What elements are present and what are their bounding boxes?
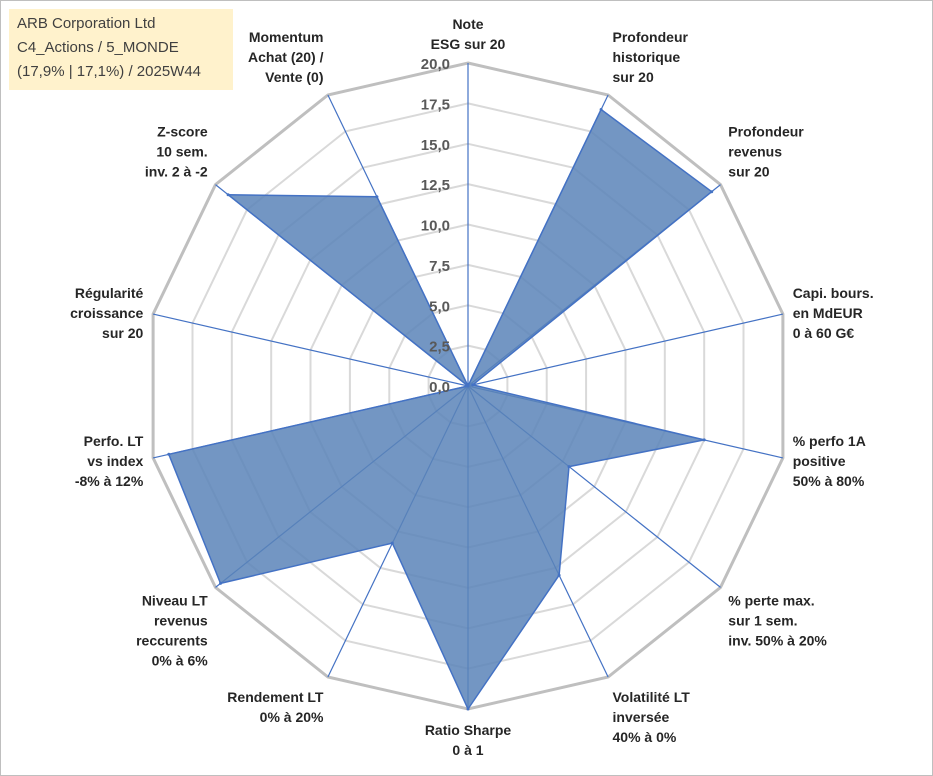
category-labels: Note ESG sur 20 Profondeur historique sur 20… <box>70 16 873 758</box>
series-point <box>557 573 561 577</box>
category-label: Niveau LT revenus reccurents 0% à 6% <box>136 593 208 669</box>
company-name: ARB Corporation Ltd <box>17 15 156 32</box>
category-label: Volatilité LT inversée 40% à 0% <box>613 689 691 745</box>
category-label: Momentum Achat (20) / Vente (0) <box>248 29 324 85</box>
category-label: Rendement LT 0% à 20% <box>227 689 324 725</box>
series-point <box>375 195 379 199</box>
category-label: Z-score 10 sem. inv. 2 à -2 <box>145 123 208 179</box>
series-area <box>168 108 713 710</box>
category-label: Ratio Sharpe 0 à 1 <box>425 722 512 758</box>
series-point <box>390 541 394 545</box>
tick-label: 5,0 <box>429 298 450 315</box>
performance-week: (17,9% | 17,1%) / 2025W44 <box>17 63 201 80</box>
series-point <box>567 465 571 469</box>
category-label: Régularité croissance sur 20 <box>70 285 143 341</box>
series-point <box>167 452 171 456</box>
category-label: Profondeur revenus sur 20 <box>728 123 804 179</box>
series-point <box>702 438 706 442</box>
series-point <box>466 384 470 388</box>
category-label: Profondeur historique sur 20 <box>613 29 689 85</box>
tick-label: 17,5 <box>421 96 450 113</box>
category-label: Perfo. LT vs index -8% à 12% <box>75 433 144 489</box>
tick-label: 20,0 <box>421 56 450 73</box>
series-point <box>226 193 230 197</box>
tick-label: 15,0 <box>421 137 450 154</box>
radar-series <box>167 108 714 711</box>
series-point <box>471 383 475 387</box>
tick-label: 7,5 <box>429 258 450 275</box>
series-point <box>710 190 714 194</box>
info-box: ARB Corporation Ltd C4_Actions / 5_MONDE… <box>9 9 233 90</box>
tick-label: 10,0 <box>421 218 450 235</box>
series-point <box>466 707 470 711</box>
category-label: Note ESG sur 20 <box>431 16 506 52</box>
axis-spoke <box>467 313 784 387</box>
series-point <box>599 108 603 111</box>
category-label: % perte max. sur 1 sem. inv. 50% à 20% <box>728 593 827 649</box>
tick-label: 0,0 <box>429 379 450 396</box>
axis-spoke <box>152 313 469 387</box>
category-label: % perfo 1A positive 50% à 80% <box>793 433 866 489</box>
tick-label: 2,5 <box>429 339 450 356</box>
series-point <box>219 581 222 585</box>
radial-tick-labels: 0,0 2,5 5,0 7,5 10,0 12,5 15,0 17,5 20,0 <box>421 56 450 396</box>
category-label: Capi. bours. en MdEUR 0 à 60 G€ <box>793 285 874 341</box>
portfolio-path: C4_Actions / 5_MONDE <box>17 39 179 56</box>
tick-label: 12,5 <box>421 177 450 194</box>
